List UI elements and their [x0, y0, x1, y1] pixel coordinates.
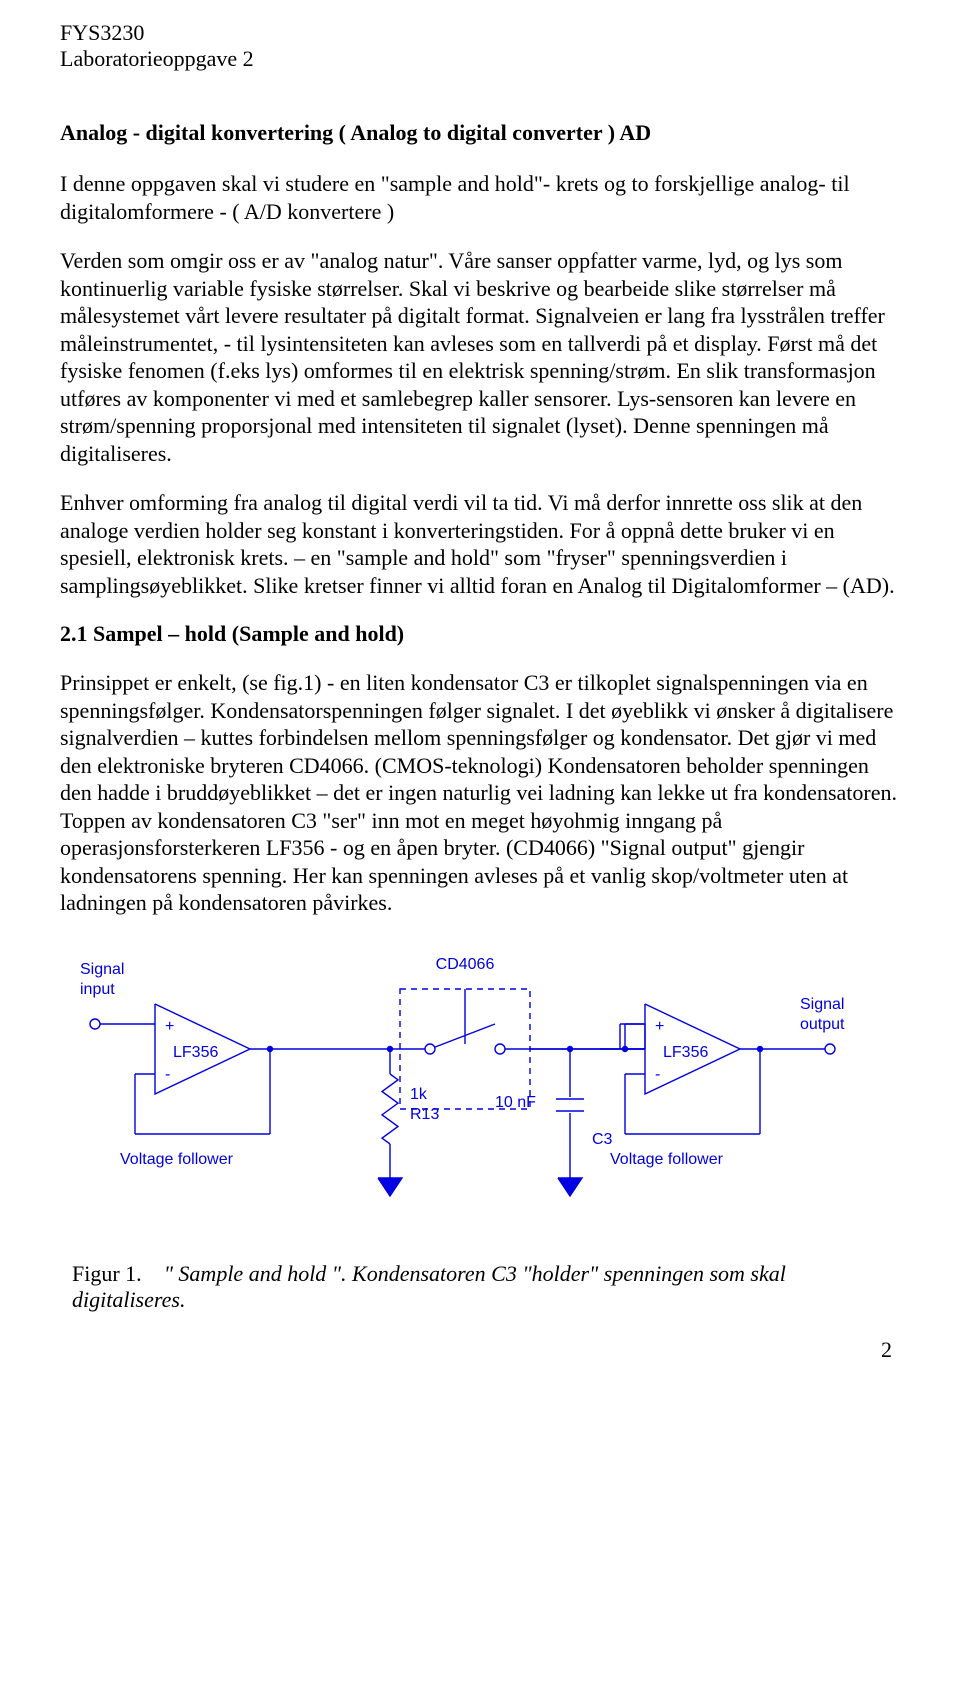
svg-text:R13: R13	[410, 1106, 439, 1123]
page-number: 2	[60, 1337, 900, 1363]
paragraph-body-2: Enhver omforming fra analog til digital …	[60, 489, 900, 599]
paragraph-body-1: Verden som omgir oss er av "analog natur…	[60, 247, 900, 467]
figure-1: Signalinput+-LF356Voltage followerCD4066…	[60, 939, 880, 1313]
svg-text:+: +	[655, 1018, 664, 1035]
svg-text:10 nF: 10 nF	[495, 1094, 536, 1111]
svg-text:1k: 1k	[410, 1086, 428, 1103]
svg-text:+: +	[165, 1018, 174, 1035]
svg-text:LF356: LF356	[663, 1044, 708, 1061]
svg-text:C3: C3	[592, 1131, 613, 1148]
svg-text:-: -	[165, 1066, 170, 1083]
section-heading: 2.1 Sampel – hold (Sample and hold)	[60, 621, 900, 647]
paragraph-intro: I denne oppgaven skal vi studere en "sam…	[60, 170, 900, 225]
lab-title: Laboratorieoppgave 2	[60, 46, 900, 72]
svg-text:input: input	[80, 981, 115, 998]
figure-caption: Figur 1. " Sample and hold ". Kondensato…	[72, 1261, 880, 1313]
svg-text:CD4066: CD4066	[436, 956, 495, 973]
svg-text:LF356: LF356	[173, 1044, 218, 1061]
svg-text:Signal: Signal	[80, 961, 124, 978]
svg-text:Signal: Signal	[800, 996, 844, 1013]
svg-text:-: -	[655, 1066, 660, 1083]
svg-text:output: output	[800, 1016, 845, 1033]
doc-title: Analog - digital konvertering ( Analog t…	[60, 120, 900, 146]
svg-text:Voltage follower: Voltage follower	[120, 1151, 234, 1168]
course-code: FYS3230	[60, 20, 900, 46]
paragraph-body-3: Prinsippet er enkelt, (se fig.1) - en li…	[60, 669, 900, 917]
svg-text:Voltage follower: Voltage follower	[610, 1151, 724, 1168]
figure-caption-label: Figur 1.	[72, 1261, 142, 1286]
figure-caption-text: " Sample and hold ". Kondensatoren C3 "h…	[72, 1261, 786, 1312]
circuit-diagram: Signalinput+-LF356Voltage followerCD4066…	[60, 939, 880, 1239]
